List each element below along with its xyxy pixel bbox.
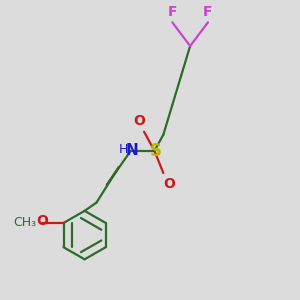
Text: O: O bbox=[163, 177, 175, 190]
Text: N: N bbox=[125, 143, 138, 158]
Text: O: O bbox=[133, 114, 145, 128]
Text: F: F bbox=[167, 5, 177, 19]
Text: F: F bbox=[203, 5, 213, 19]
Text: H: H bbox=[118, 143, 128, 156]
Text: O: O bbox=[36, 214, 48, 229]
Text: CH₃: CH₃ bbox=[13, 217, 36, 230]
Text: S: S bbox=[150, 142, 162, 160]
